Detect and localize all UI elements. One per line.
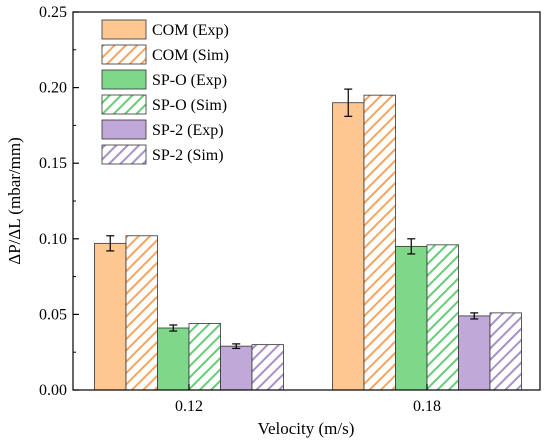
bar-sp-2-sim-0-18 bbox=[489, 312, 522, 391]
legend-label: SP-O (Sim) bbox=[152, 97, 227, 114]
y-tick-label: 0.25 bbox=[39, 4, 67, 21]
bar-sp-2-sim-0-12 bbox=[251, 344, 284, 391]
legend-item-com-exp: COM (Exp) bbox=[101, 19, 229, 40]
error-bar-com-exp-0-12 bbox=[106, 235, 115, 252]
legend-item-sp-2-exp: SP-2 (Exp) bbox=[101, 119, 224, 140]
legend-label: SP-2 (Exp) bbox=[152, 122, 224, 139]
legend-label: SP-O (Exp) bbox=[152, 72, 227, 89]
bar-sp-2-exp-0-12 bbox=[220, 345, 253, 391]
y-tick-label: 0.20 bbox=[39, 80, 67, 97]
y-tick-label: 0.10 bbox=[39, 231, 67, 248]
bar-com-exp-0-18 bbox=[332, 102, 365, 391]
bar-com-exp-0-12 bbox=[94, 242, 127, 391]
x-tick-label: 0.18 bbox=[413, 398, 441, 415]
y-tick-label: 0.15 bbox=[39, 155, 67, 172]
bar-com-sim-0-18 bbox=[363, 94, 396, 391]
legend-swatch bbox=[101, 69, 147, 90]
y-tick-label: 0.05 bbox=[39, 306, 67, 323]
legend-label: COM (Exp) bbox=[152, 22, 229, 39]
bar-sp-o-sim-0-18 bbox=[426, 244, 459, 391]
bars-layer bbox=[94, 94, 522, 391]
legend-item-com-sim: COM (Sim) bbox=[101, 44, 229, 65]
x-tick-label: 0.12 bbox=[175, 398, 203, 415]
bar-sp-o-sim-0-12 bbox=[188, 323, 221, 391]
bar-sp-o-exp-0-12 bbox=[157, 327, 190, 391]
legend-swatch bbox=[101, 44, 147, 65]
error-bar-sp-2-exp-0-12 bbox=[232, 343, 241, 350]
legend-swatch bbox=[101, 19, 147, 40]
legend-label: COM (Sim) bbox=[152, 47, 229, 64]
bar-sp-2-exp-0-18 bbox=[458, 315, 491, 391]
legend: COM (Exp) COM (Sim) SP-O (Exp) SP-O (Sim) SP… bbox=[101, 19, 229, 165]
y-axis-title: ΔP/ΔL (mbar/mm) bbox=[5, 137, 24, 264]
error-bar-com-exp-0-18 bbox=[344, 88, 353, 117]
bar-sp-o-exp-0-18 bbox=[395, 245, 428, 391]
x-axis-title: Velocity (m/s) bbox=[258, 419, 355, 438]
axis-layer: 0.00 0.05 0.10 0.15 0.20 0.25 0.12 0.18 bbox=[39, 4, 441, 415]
legend-swatch bbox=[101, 144, 147, 165]
legend-item-sp-o-sim: SP-O (Sim) bbox=[101, 94, 227, 115]
error-bars-layer bbox=[106, 88, 479, 350]
legend-swatch bbox=[101, 119, 147, 140]
legend-item-sp-o-exp: SP-O (Exp) bbox=[101, 69, 227, 90]
error-bar-sp-o-exp-0-12 bbox=[169, 324, 178, 332]
legend-swatch bbox=[101, 94, 147, 115]
legend-label: SP-2 (Sim) bbox=[152, 147, 224, 164]
error-bar-sp-o-exp-0-18 bbox=[407, 238, 416, 255]
error-bar-sp-2-exp-0-18 bbox=[470, 312, 479, 320]
legend-item-sp-2-sim: SP-2 (Sim) bbox=[101, 144, 224, 165]
y-tick-label: 0.00 bbox=[39, 382, 67, 399]
bar-com-sim-0-12 bbox=[125, 235, 158, 391]
